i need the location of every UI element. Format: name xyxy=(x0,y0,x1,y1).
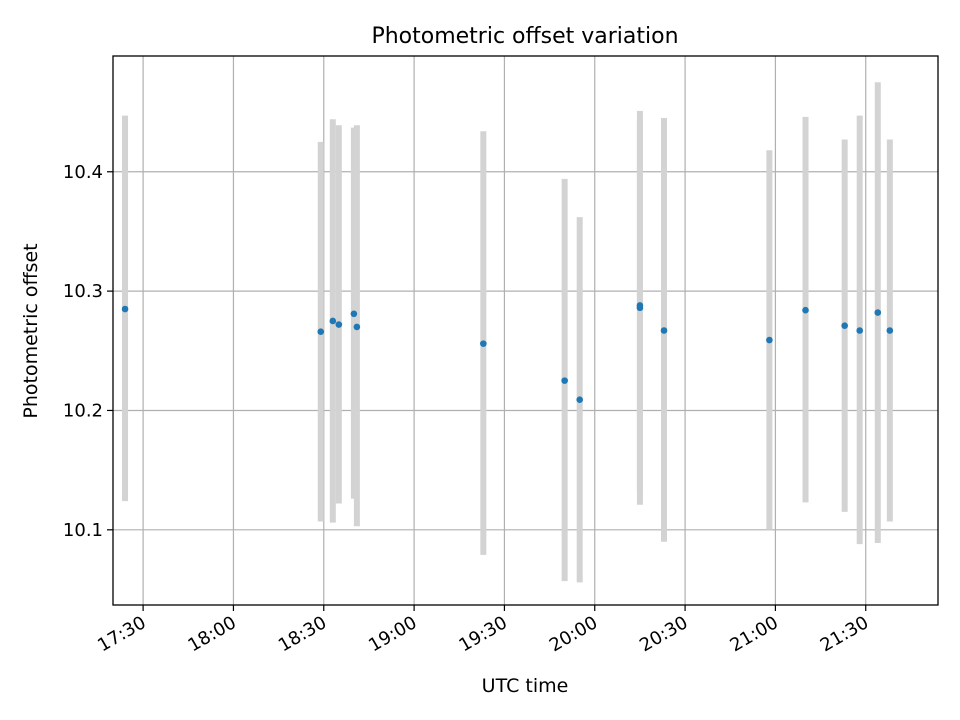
x-axis-label: UTC time xyxy=(482,675,569,697)
y-tick-label: 10.2 xyxy=(63,400,103,421)
data-point xyxy=(874,309,882,316)
y-tick-label: 10.4 xyxy=(63,162,103,183)
x-tick-label: 19:30 xyxy=(455,612,510,656)
chart-title: Photometric offset variation xyxy=(371,24,678,49)
data-point xyxy=(335,321,343,328)
point-layer xyxy=(121,302,894,404)
x-tick-label: 19:00 xyxy=(365,612,420,656)
data-point xyxy=(561,377,568,384)
data-point xyxy=(766,336,773,344)
grid-layer xyxy=(113,56,938,605)
x-tick-label: 21:30 xyxy=(817,612,872,656)
x-tick-label: 17:30 xyxy=(94,612,149,656)
x-tick-label: 18:00 xyxy=(185,612,240,656)
y-tick-label: 10.3 xyxy=(63,281,103,302)
data-point xyxy=(353,323,361,331)
data-point xyxy=(329,317,337,325)
x-tick-label: 20:00 xyxy=(546,612,601,656)
data-point xyxy=(121,305,129,313)
x-tick-label: 18:30 xyxy=(275,612,330,656)
tick-layer: 17:30 18:00 18:30 19:00 19:30 20:00 20:30 21:00… xyxy=(63,162,872,657)
data-point xyxy=(480,340,487,347)
y-axis-label: Photometric offset xyxy=(20,243,42,418)
data-point xyxy=(841,322,848,330)
data-point xyxy=(660,327,668,334)
data-point xyxy=(636,302,644,309)
data-point xyxy=(886,327,894,334)
data-point xyxy=(350,310,358,318)
data-point xyxy=(317,328,325,335)
x-tick-label: 21:00 xyxy=(726,612,781,656)
x-tick-label: 20:30 xyxy=(636,612,691,656)
plot-frame xyxy=(112,55,939,606)
y-tick-label: 10.1 xyxy=(63,520,103,541)
data-point xyxy=(856,327,864,334)
data-point xyxy=(802,306,809,314)
data-point xyxy=(576,396,583,404)
